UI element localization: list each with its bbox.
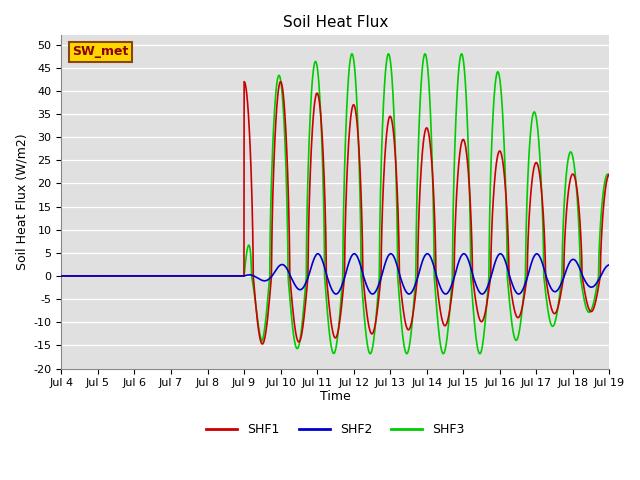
SHF1 — [240, 79, 248, 84]
SHF3 — [58, 273, 65, 279]
SHF2 — [536, 254, 544, 260]
SHF2 — [58, 273, 65, 279]
SHF3 — [366, 351, 374, 357]
SHF3 — [595, 251, 603, 257]
Legend: SHF1, SHF2, SHF3: SHF1, SHF2, SHF3 — [201, 418, 470, 441]
Title: Soil Heat Flux: Soil Heat Flux — [283, 15, 388, 30]
SHF1 — [58, 273, 65, 279]
SHF3 — [348, 51, 356, 57]
SHF3 — [268, 176, 275, 181]
SHF1 — [259, 341, 266, 347]
SHF1 — [152, 273, 160, 279]
Text: SW_met: SW_met — [72, 45, 129, 59]
Line: SHF3: SHF3 — [61, 54, 609, 354]
SHF2 — [332, 291, 340, 297]
SHF2 — [314, 251, 322, 257]
Line: SHF1: SHF1 — [61, 82, 609, 344]
SHF2 — [268, 274, 275, 279]
SHF2 — [291, 283, 299, 288]
SHF1 — [268, 232, 276, 238]
Y-axis label: Soil Heat Flux (W/m2): Soil Heat Flux (W/m2) — [15, 133, 28, 270]
SHF3 — [152, 273, 160, 279]
SHF1 — [536, 174, 544, 180]
SHF2 — [595, 276, 603, 282]
X-axis label: Time: Time — [320, 390, 351, 403]
Line: SHF2: SHF2 — [61, 254, 609, 294]
SHF1 — [595, 281, 603, 287]
SHF3 — [120, 273, 128, 279]
SHF2 — [152, 273, 160, 279]
SHF3 — [536, 156, 544, 162]
SHF2 — [120, 273, 128, 279]
SHF3 — [291, 342, 299, 348]
SHF1 — [292, 330, 300, 336]
SHF1 — [605, 171, 613, 177]
SHF1 — [120, 273, 128, 279]
SHF3 — [605, 174, 613, 180]
SHF2 — [605, 262, 613, 268]
